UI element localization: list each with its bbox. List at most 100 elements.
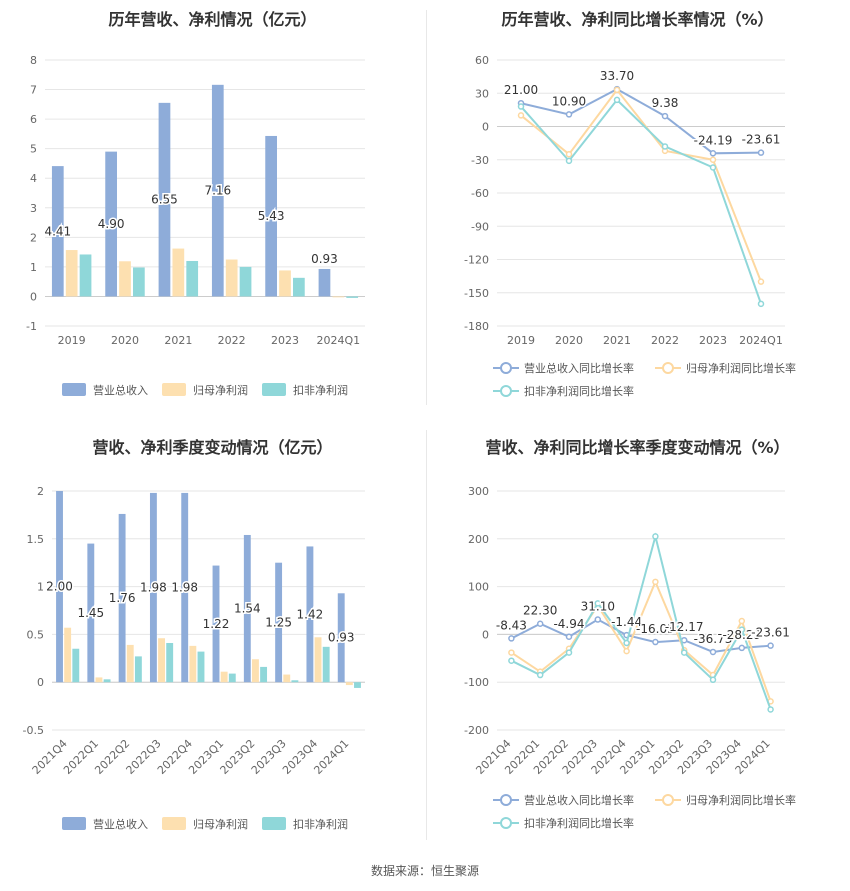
bar xyxy=(186,260,199,297)
bar xyxy=(260,666,268,683)
data-point xyxy=(565,111,573,118)
data-point xyxy=(508,649,515,656)
data-point xyxy=(757,278,765,285)
bar xyxy=(87,543,95,683)
y-tick-label: 0 xyxy=(37,676,44,689)
bar xyxy=(346,296,359,298)
legend-swatch xyxy=(62,383,86,396)
bar xyxy=(283,674,291,683)
data-label: 31.10 xyxy=(581,600,615,614)
chart-quarterly-growth-rate: 营收、净利同比增长率季度变动情况（%） -200 -100 0 100 200 300 20… xyxy=(425,425,850,855)
bar xyxy=(293,277,305,297)
bar xyxy=(322,646,330,683)
bar xyxy=(95,677,103,683)
series-line xyxy=(520,88,762,283)
legend-label: 营业总收入 xyxy=(93,817,148,831)
y-tick-label: 6 xyxy=(30,113,37,126)
y-tick-label: 60 xyxy=(475,54,489,67)
x-tick-label: 2020 xyxy=(111,334,139,347)
legend-swatch xyxy=(162,817,186,830)
bar xyxy=(134,656,142,683)
y-tick-label: -120 xyxy=(464,254,489,267)
data-point xyxy=(565,157,573,165)
data-point xyxy=(536,620,544,627)
data-point xyxy=(536,671,544,679)
bar xyxy=(345,682,353,686)
legend-label: 扣非净利润同比增长率 xyxy=(524,384,634,398)
data-label: 33.70 xyxy=(600,69,634,83)
bar xyxy=(197,651,205,683)
series-line xyxy=(510,579,772,702)
y-tick-label: -90 xyxy=(471,220,489,233)
data-point xyxy=(709,164,717,171)
bar xyxy=(265,135,277,297)
y-tick-label: 300 xyxy=(468,485,489,498)
legend-label: 归母净利润 xyxy=(193,817,248,831)
y-tick-label: 3 xyxy=(30,202,37,215)
data-label: 6.55 xyxy=(151,193,178,207)
legend-label: 归母净利润同比增长率 xyxy=(686,793,796,807)
y-tick-label: -60 xyxy=(471,187,489,200)
legend-swatch xyxy=(262,817,286,830)
chart-title: 营收、净利季度变动情况（亿元） xyxy=(92,438,333,457)
x-tick-label: 2022 xyxy=(651,334,679,347)
bar xyxy=(158,638,165,683)
y-tick-label: 100 xyxy=(468,581,489,594)
data-label: 1.54 xyxy=(234,602,261,616)
bar xyxy=(126,644,134,683)
bar xyxy=(243,534,251,683)
x-tick-label: 2024Q1 xyxy=(317,334,361,347)
legend-swatch xyxy=(262,383,286,396)
data-point xyxy=(709,648,717,656)
y-tick-label: 1.5 xyxy=(27,533,45,546)
data-point xyxy=(594,616,602,623)
data-label: 1.98 xyxy=(140,581,167,595)
legend-marker xyxy=(500,385,512,397)
vertical-separator-bottom xyxy=(426,430,427,840)
x-tick-label: 2023 xyxy=(271,334,299,347)
data-point xyxy=(517,112,525,119)
data-point xyxy=(709,150,717,157)
data-point xyxy=(613,96,621,104)
data-label: 1.76 xyxy=(109,591,136,605)
y-tick-label: -200 xyxy=(464,724,489,737)
bar xyxy=(172,248,185,297)
data-point xyxy=(661,112,669,120)
bar xyxy=(252,659,259,683)
bar xyxy=(166,643,174,683)
data-point xyxy=(767,642,774,649)
data-label: 1.45 xyxy=(77,606,104,620)
legend-marker xyxy=(500,817,512,829)
bar xyxy=(118,513,126,683)
data-point xyxy=(757,149,765,156)
data-point xyxy=(680,649,688,656)
data-label: 5.43 xyxy=(258,209,285,223)
y-tick-label: 0.5 xyxy=(27,628,45,641)
data-label: -12.17 xyxy=(665,620,704,634)
bar xyxy=(225,259,238,297)
bar xyxy=(314,637,322,683)
bar xyxy=(72,648,80,683)
bar xyxy=(212,565,220,683)
vertical-separator-top xyxy=(426,10,427,405)
y-tick-label: -100 xyxy=(464,676,489,689)
series-line xyxy=(520,88,762,155)
data-label: 9.38 xyxy=(652,96,679,110)
x-tick-label: 2019 xyxy=(507,334,535,347)
data-point xyxy=(517,103,525,110)
x-tick-label: 2023 xyxy=(699,334,727,347)
chart-quarterly-revenue-profit: 营收、净利季度变动情况（亿元） -0.5 0 0.5 1 1.5 2 2021Q4 2022Q… xyxy=(0,425,425,855)
bar xyxy=(239,266,252,297)
bar xyxy=(306,546,314,683)
chart-svg: -0.500.511.522021Q42022Q12022Q22022Q3202… xyxy=(23,485,365,831)
y-tick-label: 2 xyxy=(37,485,44,498)
data-point xyxy=(738,626,746,633)
bar xyxy=(103,679,111,683)
series-line xyxy=(510,532,772,710)
chart-title: 营收、净利同比增长率季度变动情况（%） xyxy=(485,438,790,457)
y-tick-label: 2 xyxy=(30,231,37,244)
data-point xyxy=(652,533,659,540)
legend-label: 营业总收入 xyxy=(93,383,148,397)
y-tick-label: 1 xyxy=(37,581,44,594)
data-point xyxy=(508,657,515,664)
